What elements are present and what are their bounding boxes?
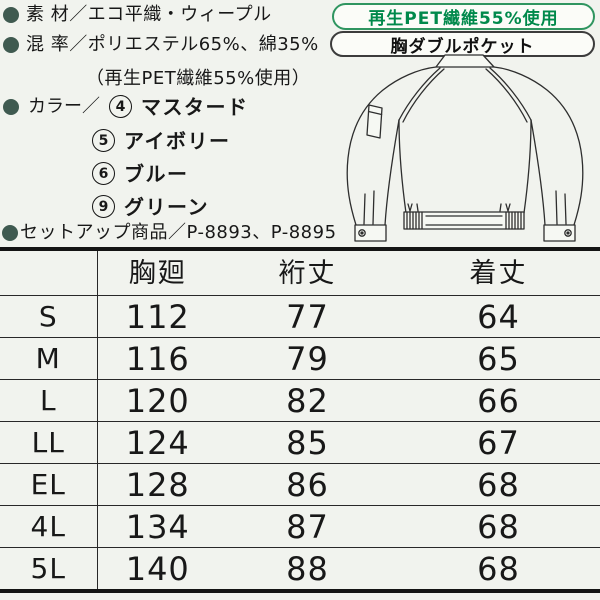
circled-number-badge: 5: [92, 129, 115, 152]
color-option: 9 グリーン: [92, 195, 209, 218]
size-cell: M: [0, 337, 98, 380]
size-table-header-row: 胸廻 裄丈 着丈: [0, 249, 600, 296]
spec-blend-line: 混 率／ポリエステル65%、綿35%: [3, 36, 319, 54]
yuki-cell: 88: [286, 549, 329, 588]
chest-cell: 140: [125, 549, 190, 588]
length-cell: 64: [397, 295, 600, 338]
length-cell: 68: [397, 505, 600, 548]
spec-color-line: カラー／ 4 マスタード: [3, 95, 249, 118]
color-option-name: マスタード: [141, 94, 249, 119]
color-option: 6 ブルー: [92, 162, 189, 185]
length-cell: 65: [397, 337, 600, 380]
size-cell: EL: [0, 463, 98, 506]
chest-cell: 134: [97, 505, 218, 548]
circled-number-badge: 9: [92, 195, 115, 218]
color-option: 5 アイボリー: [92, 129, 231, 152]
size-table: 胸廻 裄丈 着丈 S 112 77 64 M 116 79 65 L 120 8…: [0, 247, 600, 593]
circled-number-badge: 4: [109, 95, 132, 118]
color-option-name: ブルー: [124, 161, 189, 186]
circled-number-badge: 6: [92, 162, 115, 185]
spec-material-text: 素 材／エコ平織・ウィープル: [26, 4, 272, 25]
bullet-icon: [2, 225, 18, 241]
table-row: 4L 134 87 68: [0, 505, 600, 548]
col-header-length: 着丈: [397, 249, 600, 296]
chest-cell: 124: [97, 421, 218, 464]
length-cell: 67: [397, 421, 600, 464]
bullet-icon: [3, 98, 19, 115]
callout-chest-pocket: 胸ダブルポケット: [330, 31, 595, 57]
color-option-name: アイボリー: [124, 128, 231, 153]
chest-cell: 112: [97, 295, 218, 338]
size-cell: L: [0, 379, 98, 422]
spec-setup-text: セットアップ商品／P-8893、P-8895: [20, 222, 337, 243]
col-header-yuki: 裄丈: [218, 249, 397, 296]
spec-blend-note: （再生PET繊維55%使用）: [86, 68, 311, 89]
table-row: L 120 82 66: [0, 379, 600, 422]
col-header-size: [0, 249, 98, 296]
table-row: M 116 79 65: [0, 337, 600, 380]
callout-recycled-pet: 再生PET繊維55%使用: [332, 3, 595, 30]
spec-blend-text: 混 率／ポリエステル65%、綿35%: [26, 34, 319, 55]
length-cell: 68: [397, 463, 600, 506]
spec-setup-line: セットアップ商品／P-8893、P-8895: [2, 224, 337, 242]
yuki-cell: 77: [218, 295, 397, 338]
length-cell: 66: [397, 379, 600, 422]
color-label: カラー／: [28, 95, 100, 117]
chest-cell: 116: [97, 337, 218, 380]
yuki-cell: 82: [218, 379, 397, 422]
size-cell: S: [0, 295, 98, 338]
spec-material-line: 素 材／エコ平織・ウィープル: [3, 6, 272, 24]
chest-cell: 128: [97, 463, 218, 506]
size-cell: 4L: [0, 505, 98, 548]
bullet-icon: [3, 7, 19, 23]
yuki-cell: 85: [218, 421, 397, 464]
size-cell: LL: [0, 421, 98, 464]
table-row: S 112 77 64: [0, 295, 600, 338]
color-option-name: グリーン: [124, 194, 209, 219]
chest-cell: 120: [97, 379, 218, 422]
table-row: EL 128 86 68: [0, 463, 600, 506]
yuki-cell: 79: [218, 337, 397, 380]
size-cell: 5L: [0, 547, 98, 591]
table-row: 5L 140 88 68: [0, 547, 600, 591]
table-row: LL 124 85 67: [0, 421, 600, 464]
length-cell: 68: [477, 549, 520, 588]
yuki-cell: 87: [218, 505, 397, 548]
jacket-back-illustration: [346, 54, 584, 242]
col-header-chest: 胸廻: [97, 249, 218, 296]
bullet-icon: [3, 37, 19, 53]
yuki-cell: 86: [218, 463, 397, 506]
